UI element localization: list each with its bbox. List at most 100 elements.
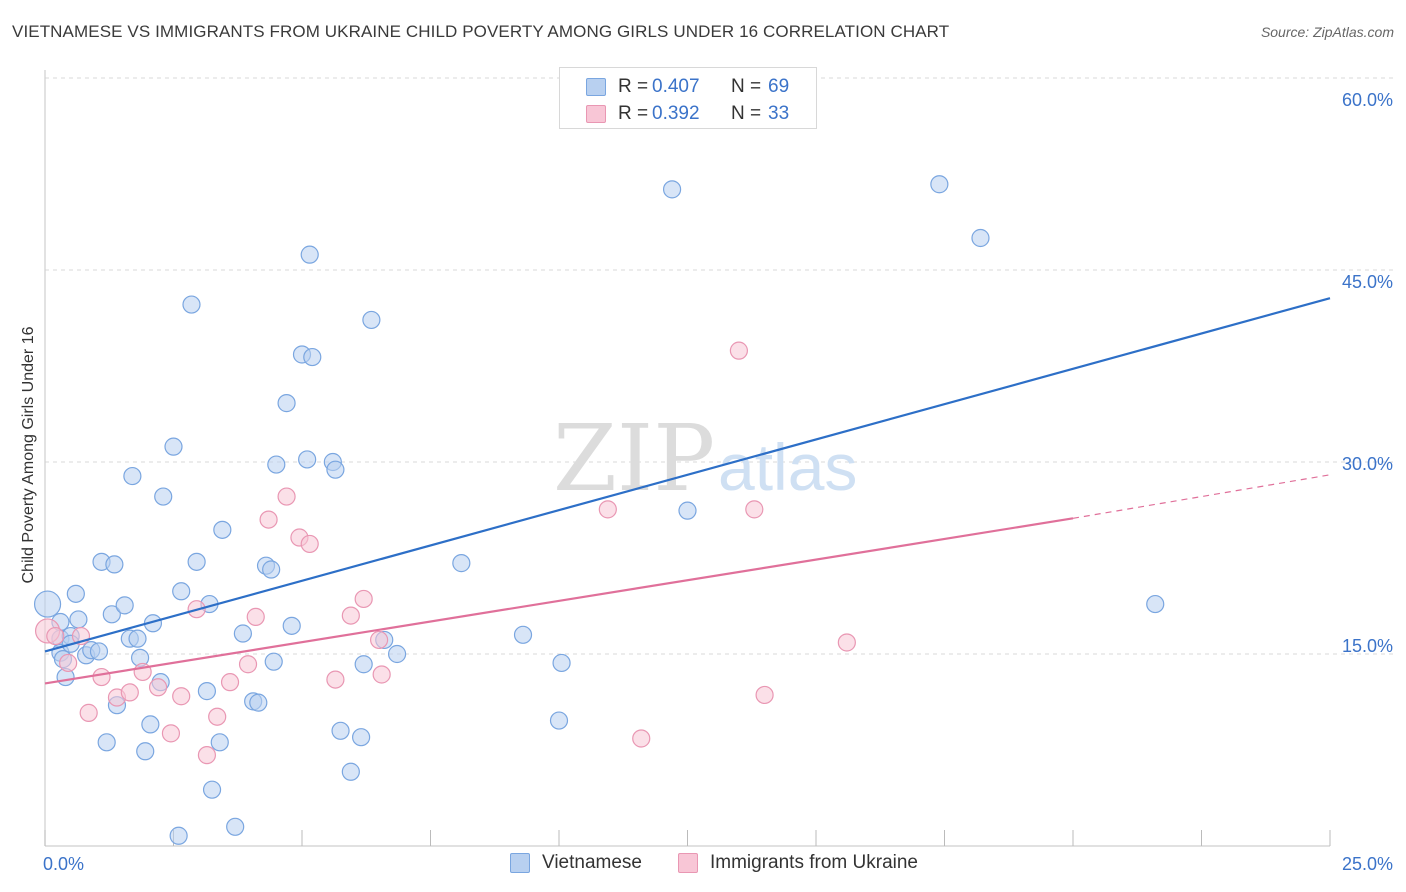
point-vietnamese — [141, 715, 160, 734]
point-vietnamese — [164, 437, 183, 456]
point-vietnamese — [115, 596, 134, 615]
point-ukraine — [92, 667, 111, 687]
point-ukraine — [372, 665, 391, 684]
point-vietnamese — [182, 295, 201, 314]
legend-swatch-ukraine — [678, 853, 698, 873]
point-vietnamese — [387, 644, 407, 664]
chart-title: VIETNAMESE VS IMMIGRANTS FROM UKRAINE CH… — [12, 22, 950, 41]
point-vietnamese — [210, 733, 229, 752]
y-tick-labels: 15.0% 30.0% 45.0% 60.0% — [1342, 90, 1393, 656]
watermark-atlas: atlas — [718, 430, 857, 504]
point-vietnamese — [213, 520, 232, 539]
point-ukraine — [632, 729, 651, 748]
point-vietnamese — [267, 455, 286, 474]
legend-swatch-ukraine — [586, 105, 606, 123]
point-ukraine — [46, 626, 65, 646]
point-ukraine — [370, 630, 389, 650]
point-ukraine — [326, 670, 345, 689]
x-tick-label: 0.0% — [43, 854, 84, 874]
point-ukraine — [300, 534, 319, 554]
point-vietnamese — [226, 817, 245, 836]
point-vietnamese — [172, 582, 191, 601]
point-ukraine — [238, 655, 258, 674]
legend-swatch-vietnamese — [586, 78, 606, 96]
point-vietnamese — [341, 762, 360, 781]
point-ukraine — [161, 724, 181, 743]
trendline-ukraine — [44, 517, 1074, 685]
point-vietnamese — [262, 560, 281, 579]
axes — [44, 70, 1331, 847]
point-vietnamese — [154, 487, 173, 506]
point-ukraine — [172, 687, 191, 706]
point-vietnamese — [97, 733, 116, 752]
point-vietnamese — [354, 655, 373, 674]
correlation-legend: R = 0.407 N = 69 R = 0.392 N = 33 — [559, 67, 817, 129]
point-vietnamese — [202, 780, 222, 799]
point-ukraine — [197, 746, 217, 765]
point-vietnamese — [33, 590, 62, 618]
point-ukraine — [341, 606, 360, 625]
point-vietnamese — [552, 653, 571, 673]
point-ukraine — [598, 500, 617, 519]
point-vietnamese — [971, 228, 990, 248]
point-ukraine — [354, 589, 373, 609]
point-vietnamese — [105, 555, 124, 574]
point-ukraine — [220, 673, 240, 692]
point-vietnamese — [1146, 594, 1165, 614]
point-vietnamese — [352, 728, 371, 747]
point-ukraine — [148, 678, 168, 697]
legend-swatch-vietnamese — [510, 853, 530, 873]
point-vietnamese — [233, 624, 252, 643]
point-ukraine — [837, 633, 856, 652]
trendline-vietnamese — [44, 297, 1331, 653]
point-vietnamese — [300, 245, 319, 264]
point-vietnamese — [249, 693, 268, 712]
point-vietnamese — [89, 642, 109, 661]
point-vietnamese — [930, 175, 949, 194]
watermark: ZIP atlas — [553, 405, 857, 512]
n-value: 69 — [768, 76, 790, 97]
source-label: Source: ZipAtlas.com — [1260, 24, 1394, 40]
point-vietnamese — [264, 652, 283, 671]
n-label: N = — [731, 103, 762, 124]
point-ukraine — [729, 341, 749, 360]
point-vietnamese — [303, 347, 322, 367]
point-vietnamese — [362, 310, 381, 330]
y-axis-title: Child Poverty Among Girls Under 16 — [20, 326, 37, 583]
y-tick-label: 30.0% — [1342, 454, 1393, 474]
legend-label-ukraine: Immigrants from Ukraine — [710, 852, 918, 873]
series-ukraine-points — [34, 341, 856, 765]
n-label: N = — [731, 76, 762, 97]
gridlines — [45, 77, 1393, 655]
point-vietnamese — [298, 450, 317, 469]
point-vietnamese — [549, 711, 569, 730]
point-vietnamese — [662, 180, 682, 199]
point-vietnamese — [69, 610, 88, 629]
point-ukraine — [259, 510, 278, 529]
series-legend: Vietnamese Immigrants from Ukraine — [0, 852, 1406, 878]
point-ukraine — [745, 500, 764, 519]
point-vietnamese — [169, 826, 188, 845]
point-ukraine — [755, 685, 774, 705]
point-vietnamese — [277, 394, 296, 413]
point-vietnamese — [102, 605, 121, 624]
r-value: 0.392 — [652, 103, 700, 124]
point-ukraine — [208, 707, 227, 726]
series-vietnamese-points — [33, 175, 1165, 845]
point-vietnamese — [123, 466, 142, 486]
point-vietnamese — [678, 501, 697, 520]
n-value: 33 — [768, 103, 790, 124]
point-vietnamese — [331, 721, 350, 740]
x-tick-labels: 0.0% 25.0% — [43, 854, 1393, 874]
r-label: R = — [618, 76, 649, 97]
point-vietnamese — [282, 616, 301, 635]
watermark-zip: ZIP — [553, 405, 715, 512]
point-vietnamese — [128, 629, 147, 648]
point-ukraine — [120, 683, 139, 702]
point-vietnamese — [66, 584, 85, 603]
point-ukraine — [79, 703, 98, 722]
trendline-ukraine-extension — [1072, 474, 1331, 519]
point-ukraine — [246, 607, 265, 626]
legend-label-vietnamese: Vietnamese — [542, 852, 642, 873]
